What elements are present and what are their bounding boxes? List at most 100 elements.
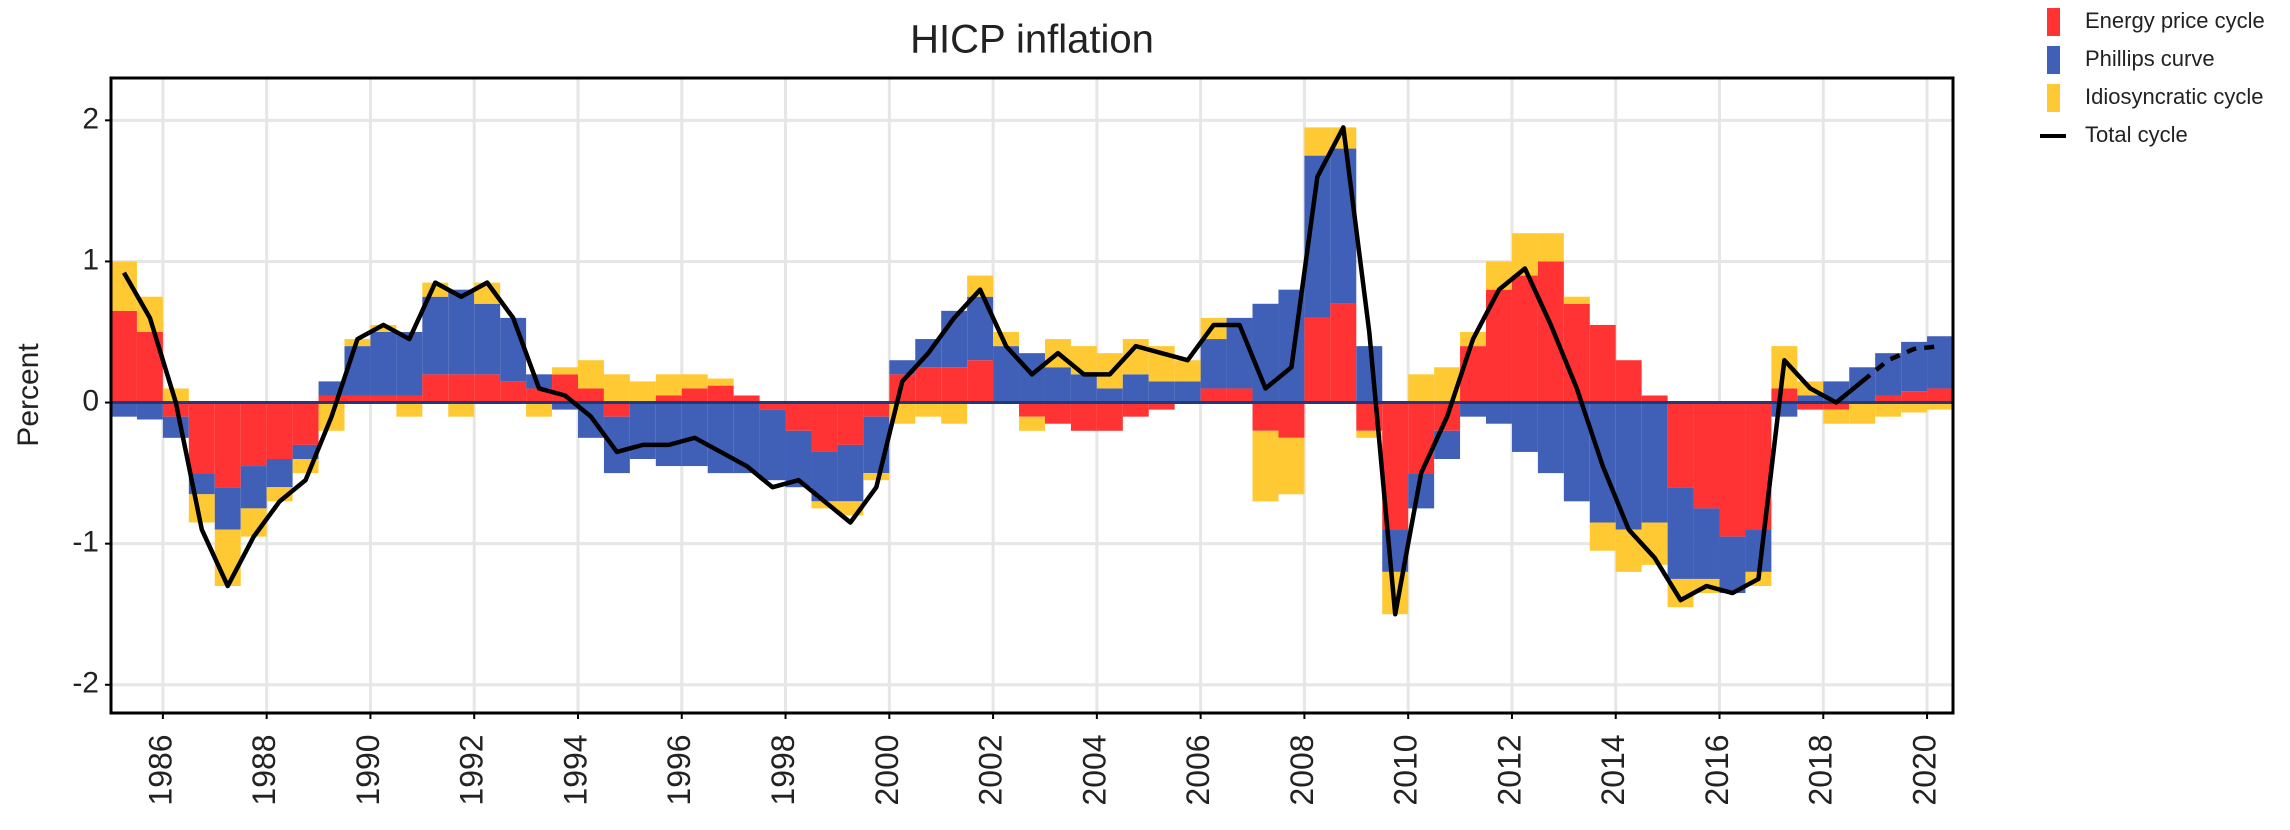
bar: [1330, 148, 1357, 304]
y-axis-label: Percent: [12, 343, 45, 447]
bar: [1875, 395, 1902, 403]
bar: [422, 374, 449, 403]
bar: [1070, 346, 1097, 375]
bar: [1226, 388, 1253, 403]
bar: [1200, 339, 1227, 389]
bar: [552, 402, 578, 410]
bar: [1927, 402, 1953, 410]
bar: [1797, 402, 1824, 410]
bar: [655, 395, 682, 403]
bar: [1174, 360, 1201, 382]
bar: [733, 395, 760, 403]
bar: [474, 374, 501, 403]
bar: [1823, 402, 1850, 410]
bar: [889, 360, 916, 375]
bar: [1070, 374, 1097, 403]
bar: [811, 402, 838, 452]
bar: [1096, 402, 1123, 431]
bar: [655, 402, 682, 467]
x-tick-label: 2012: [1491, 734, 1527, 805]
bar: [474, 303, 501, 375]
bar: [629, 402, 656, 459]
bar: [837, 444, 864, 502]
bar: [967, 275, 994, 297]
legend-swatch: [2047, 8, 2060, 36]
bar: [603, 374, 630, 403]
bar: [655, 374, 682, 396]
bar: [1615, 529, 1642, 572]
bar: [1849, 367, 1876, 403]
x-tick-label: 2006: [1180, 734, 1216, 805]
bar: [863, 473, 890, 481]
bar: [1330, 303, 1357, 403]
bar: [396, 402, 423, 417]
bar: [1278, 402, 1305, 438]
x-tick-label: 2016: [1699, 734, 1735, 805]
bar: [707, 378, 734, 386]
bar: [396, 332, 423, 396]
bar: [1719, 536, 1746, 594]
x-tick-label: 1996: [661, 734, 697, 805]
bar: [1044, 402, 1071, 424]
bar: [1408, 402, 1435, 474]
bar: [136, 402, 163, 420]
bar: [577, 360, 604, 389]
plot-frame: [109, 76, 1955, 715]
x-tick-label: 2018: [1803, 734, 1839, 805]
bar: [318, 395, 345, 403]
bar: [1044, 367, 1071, 403]
bar: [1148, 402, 1175, 410]
bar: [785, 430, 812, 488]
bar: [240, 402, 267, 467]
bar: [707, 402, 734, 474]
x-tick-label: 2002: [973, 734, 1009, 805]
bar: [292, 402, 319, 445]
y-tick-label: 0: [82, 384, 99, 417]
bar: [863, 402, 890, 417]
bar: [422, 296, 449, 375]
bar: [941, 367, 968, 403]
bar: [188, 494, 215, 523]
y-tick-label: -1: [72, 526, 99, 559]
bar: [240, 466, 267, 509]
bar: [1486, 402, 1512, 424]
legend-label: Idiosyncratic cycle: [2085, 84, 2264, 109]
x-tick-label: 2014: [1595, 734, 1631, 805]
bar: [1875, 353, 1902, 396]
bar: [1122, 402, 1149, 417]
bar: [1771, 402, 1798, 417]
x-tick-label: 1992: [454, 734, 490, 805]
x-tick-label: 1988: [246, 734, 282, 805]
bar: [1252, 402, 1279, 431]
bar: [1693, 402, 1720, 509]
bar: [500, 317, 527, 382]
bar: [1615, 360, 1642, 403]
bar: [448, 402, 475, 417]
bar: [1537, 261, 1564, 403]
x-tick-label: 2010: [1388, 734, 1424, 805]
bar: [707, 385, 734, 403]
bar: [1537, 233, 1564, 262]
bar: [1719, 402, 1746, 537]
bar: [1511, 275, 1538, 403]
bar: [1252, 430, 1279, 502]
bar: [292, 444, 319, 459]
bar: [1927, 388, 1953, 403]
bar: [188, 402, 215, 474]
y-tick-label: 1: [82, 243, 99, 276]
bar: [785, 402, 812, 431]
bar: [1589, 324, 1616, 403]
bar: [967, 360, 994, 403]
bar: [1537, 402, 1564, 474]
bar: [759, 409, 786, 481]
bar: [344, 395, 371, 403]
x-tick-label: 1994: [557, 734, 593, 805]
bar: [214, 402, 241, 488]
bar: [1304, 127, 1331, 156]
bar: [1096, 388, 1123, 403]
bar: [577, 388, 604, 403]
bar: [1096, 353, 1123, 389]
y-tick-label: -2: [72, 667, 99, 700]
bar: [1070, 402, 1097, 431]
bar: [266, 402, 293, 459]
